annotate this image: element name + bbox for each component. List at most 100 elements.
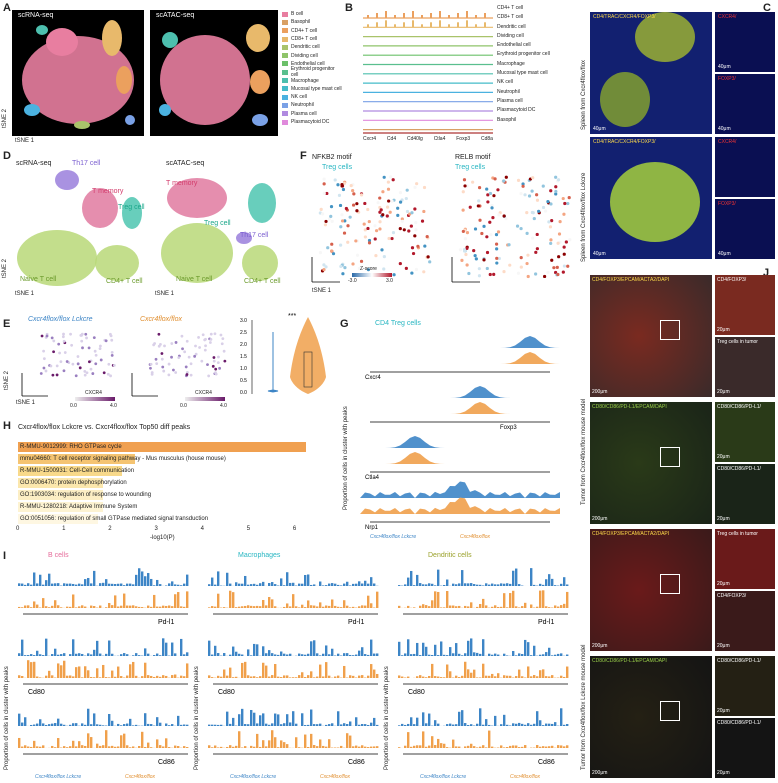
peak-bar (518, 669, 521, 678)
peak-bar (280, 740, 283, 748)
e-violin-svg: 0.00.51.01.52.02.53.0*** (240, 313, 326, 396)
motif-point (488, 220, 492, 224)
cxcr4-point (76, 355, 80, 358)
peak-bar (482, 639, 485, 656)
peak-bar (545, 606, 548, 608)
cxcr4-point (110, 353, 114, 357)
spleen-side-foxp3-1: FOXP3/ 40μm (715, 74, 775, 134)
peak-bar (162, 746, 165, 748)
peak-bar (90, 605, 93, 608)
peak-bar (51, 654, 54, 656)
peak-bar (419, 675, 422, 678)
panel-h-label: H (3, 420, 11, 432)
i-ylabel: Proportion of cells in cluster with peak… (384, 666, 390, 770)
peak-bar (509, 675, 512, 678)
cell-type-label: Erythroid progenitor cell (497, 51, 550, 58)
peak-bar (373, 583, 376, 586)
peak-bar (458, 653, 461, 656)
peak-bar (84, 666, 87, 678)
peak-bar (280, 578, 283, 586)
motif-point (561, 196, 565, 201)
legend-swatch (282, 28, 288, 34)
legend-swatch (282, 111, 288, 117)
motif-point (530, 189, 534, 193)
cxcr4-point (52, 339, 56, 343)
peak-bar (536, 676, 539, 678)
peak-bar (527, 723, 530, 726)
peak-bar (54, 583, 57, 586)
peak-bar (135, 574, 138, 586)
panel-e-label: E (3, 318, 11, 330)
peak-bar (274, 584, 277, 586)
cxcr4-point (217, 355, 220, 359)
peak-bar (238, 583, 241, 586)
peak-bar (413, 585, 416, 586)
track-peak (466, 20, 468, 28)
cxcr4-point (172, 368, 175, 372)
tumor-zoom-1: CD80/CD86/PD-L1/20μm (715, 402, 775, 462)
peak-bar (503, 714, 506, 726)
motif-point (508, 263, 512, 267)
peak-bar (419, 745, 422, 748)
peak-bar (434, 585, 437, 586)
peak-bar (271, 582, 274, 586)
peak-bar (488, 584, 491, 586)
motif-point (422, 209, 426, 214)
peak-bar (548, 607, 551, 608)
peak-bar (36, 583, 39, 586)
f-motif1-svg (311, 175, 432, 283)
violin-ytick: 2.0 (240, 342, 247, 348)
peak-bar (482, 663, 485, 678)
motif-point (486, 193, 490, 197)
motif-point (322, 177, 326, 181)
motif-point (497, 256, 501, 261)
motif-point (549, 189, 553, 193)
peak-bar (183, 583, 186, 586)
zoom-scale-1: 20μm (717, 327, 730, 333)
cxcr4-point (211, 364, 215, 368)
motif-point (366, 226, 370, 231)
peak-bar (328, 724, 331, 726)
peak-bar (105, 579, 108, 586)
c-side-cxcr4-label-2: CXCR4/ (718, 139, 737, 145)
peak-bar (36, 650, 39, 656)
peak-bar (548, 746, 551, 748)
motif-point (492, 272, 496, 276)
peak-bar (503, 583, 506, 586)
peak-bar (99, 653, 102, 656)
peak-bar (286, 654, 289, 656)
legend-label: Neutrophil (291, 102, 314, 109)
peak-bar (376, 673, 379, 678)
peak-bar (99, 605, 102, 608)
peak-bar (361, 583, 364, 586)
peak-bar (99, 745, 102, 748)
peak-bar (159, 606, 162, 608)
peak-bar (129, 583, 132, 586)
cxcr4-point (160, 357, 164, 361)
peak-bar (476, 677, 479, 678)
legend-swatch (282, 86, 288, 92)
cxcr4-point (42, 357, 46, 361)
peak-bar (491, 654, 494, 656)
peak-bar (102, 725, 105, 726)
cxcr4-point (78, 366, 82, 370)
peak-bar (443, 607, 446, 608)
peak-bar (301, 672, 304, 678)
peak-bar (51, 605, 54, 608)
violin-ytick: 2.5 (240, 330, 247, 336)
motif-point (352, 192, 356, 196)
motif-point (507, 243, 511, 247)
peak-bar (566, 666, 569, 678)
peak-bar (126, 654, 129, 656)
legend-label: Macrophage (291, 77, 319, 84)
peak-bar (542, 590, 545, 608)
peak-bar (235, 745, 238, 748)
peak-bar (45, 606, 48, 608)
peak-bar (322, 606, 325, 608)
peak-bar (223, 653, 226, 656)
e-scale-label-2: CXCR4 (195, 390, 212, 396)
peak-bar (455, 584, 458, 586)
peak-bar (334, 583, 337, 586)
peak-bar (310, 641, 313, 656)
motif-point (495, 256, 499, 260)
